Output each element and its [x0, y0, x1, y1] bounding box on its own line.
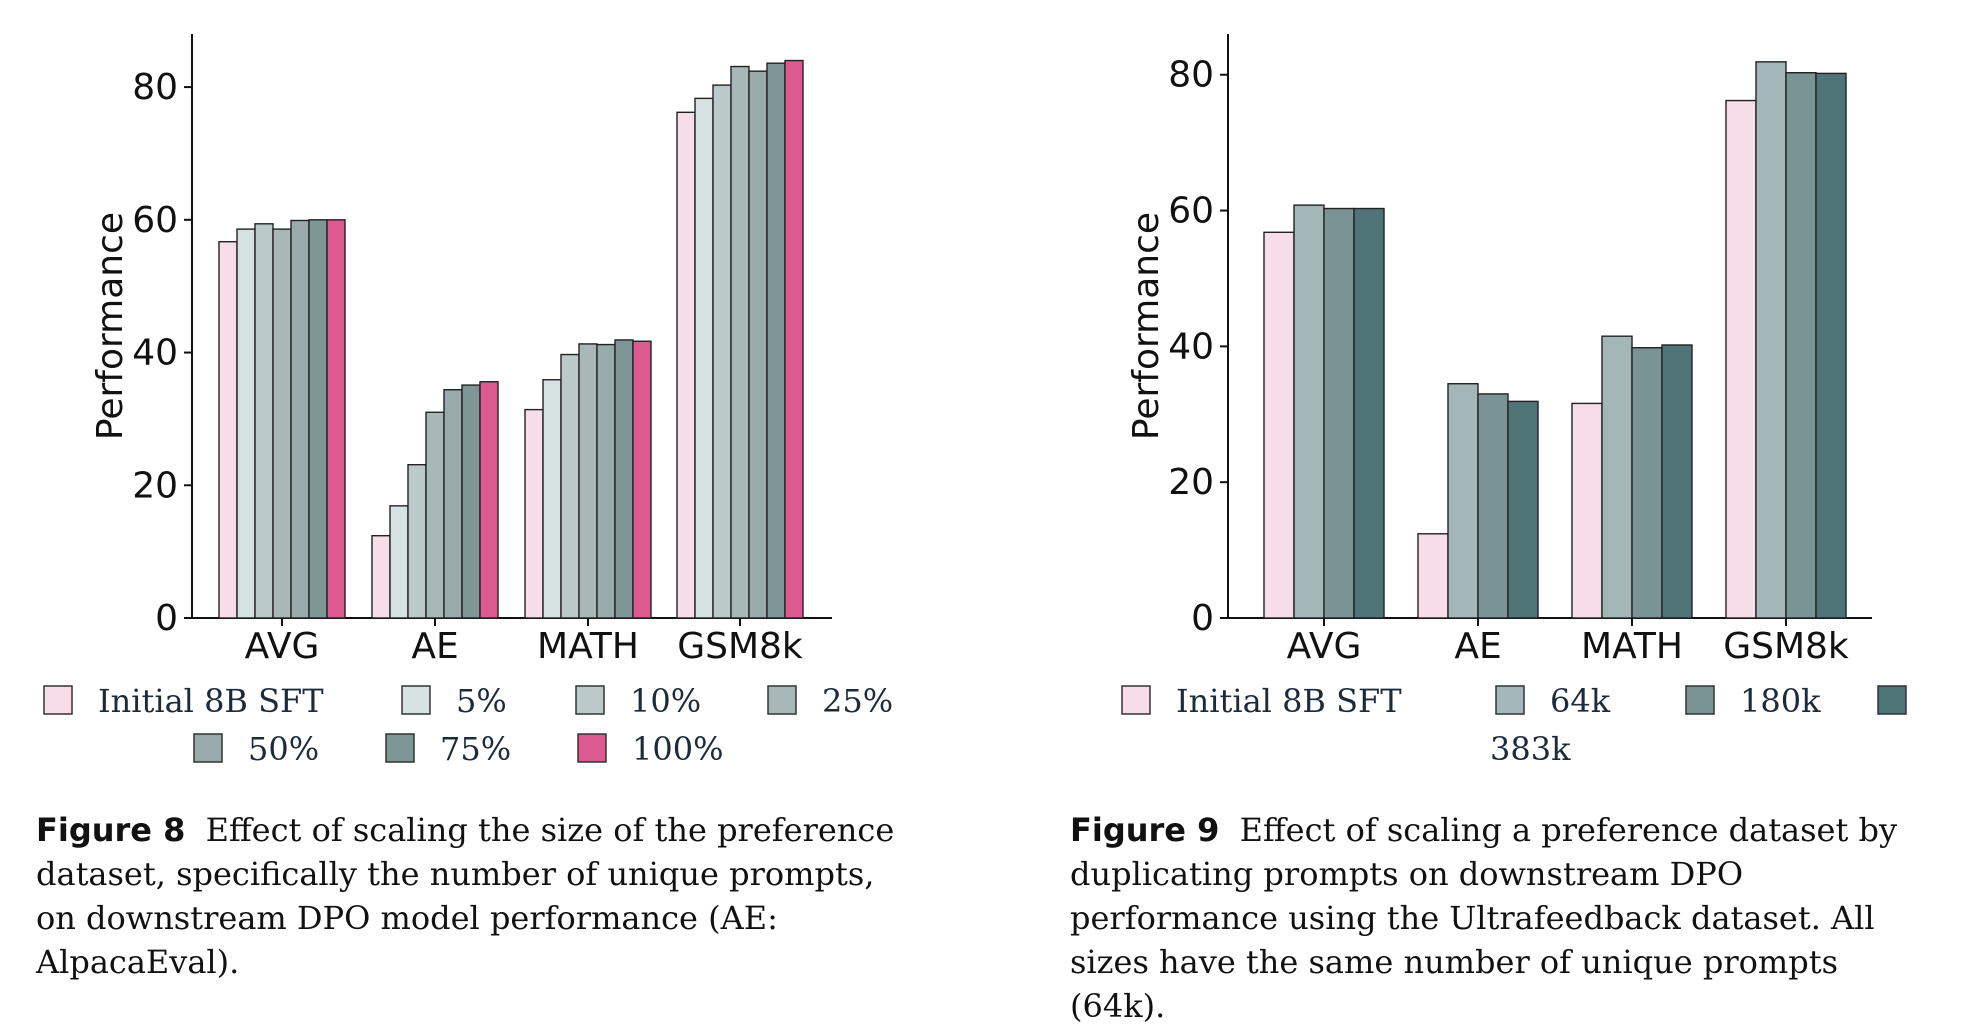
- figure-9-number: Figure 9: [1070, 811, 1220, 849]
- x-tick-label: AVG: [1287, 626, 1362, 667]
- y-tick-label: 20: [1168, 462, 1214, 503]
- bar-math-1: [542, 379, 562, 619]
- legend-label: 25%: [822, 682, 893, 720]
- bar-ae-3: [425, 411, 445, 619]
- legend-swatch: [385, 733, 415, 763]
- bar-gsm8k-0: [1725, 99, 1757, 619]
- bar-math-6: [632, 340, 652, 619]
- bar-math-3: [578, 343, 598, 619]
- bar-avg-1: [236, 228, 256, 619]
- bar-math-0: [524, 408, 544, 619]
- bar-gsm8k-6: [784, 59, 804, 619]
- bar-avg-2: [1323, 207, 1355, 619]
- x-tick-label: GSM8k: [1723, 626, 1849, 667]
- bar-avg-3: [1353, 207, 1385, 619]
- legend-label: 180k: [1740, 682, 1821, 720]
- y-tick-label: 0: [155, 598, 178, 639]
- legend-label: 64k: [1550, 682, 1611, 720]
- bar-avg-4: [290, 219, 310, 619]
- bar-gsm8k-0: [676, 111, 696, 619]
- y-axis-label: Performance: [90, 212, 131, 440]
- y-tick-label: 0: [1191, 598, 1214, 639]
- bar-math-5: [614, 339, 634, 619]
- x-tick-label: GSM8k: [677, 626, 803, 667]
- legend-swatch: [767, 685, 797, 715]
- bar-gsm8k-2: [712, 84, 732, 619]
- bar-avg-5: [308, 219, 328, 619]
- x-tick-label: AVG: [245, 626, 320, 667]
- x-tick-label: AE: [411, 626, 458, 667]
- bar-math-0: [1571, 402, 1603, 619]
- figure-8-chart: 0 20 40 60 80 Performance AVG AE MATH GSM8k Initia…: [43, 34, 893, 768]
- bar-avg-0: [1263, 231, 1295, 619]
- legend-swatch: [193, 733, 223, 763]
- bar-ae-2: [1477, 393, 1509, 619]
- bar-math-2: [1631, 347, 1663, 619]
- bar-ae-1: [389, 505, 409, 619]
- y-tick-label: 80: [1168, 55, 1214, 96]
- bar-ae-0: [1417, 533, 1449, 619]
- bar-math-4: [596, 343, 616, 619]
- figure-9-caption: Figure 9 Effect of scaling a preference …: [1070, 808, 1930, 1028]
- bar-math-3: [1661, 344, 1693, 619]
- legend-swatch: [575, 685, 605, 715]
- bar-gsm8k-1: [1755, 61, 1787, 619]
- legend-swatch: [1495, 685, 1525, 715]
- bar-gsm8k-2: [1785, 72, 1817, 619]
- bar-math-1: [1601, 335, 1633, 619]
- bar-gsm8k-3: [730, 65, 750, 619]
- legend-swatch: [1685, 685, 1715, 715]
- bar-avg-1: [1293, 204, 1325, 619]
- legend-swatch: [1121, 685, 1151, 715]
- bar-ae-0: [371, 535, 391, 619]
- legend-swatch: [401, 685, 431, 715]
- legend-label: Initial 8B SFT: [98, 682, 324, 720]
- figure-8-number: Figure 8: [36, 811, 186, 849]
- bar-gsm8k-4: [748, 70, 768, 619]
- legend-label: 75%: [440, 730, 511, 768]
- y-axis-label: Performance: [1126, 212, 1167, 440]
- legend-label: 10%: [630, 682, 701, 720]
- bar-ae-2: [407, 464, 427, 619]
- x-tick-label: MATH: [1581, 626, 1683, 667]
- bar-ae-5: [461, 384, 481, 619]
- bar-math-2: [560, 353, 580, 619]
- legend-swatch: [1877, 685, 1907, 715]
- figure-9: 0 20 40 60 80 Performance AVG AE MATH GSM8k Initia…: [982, 0, 1964, 1025]
- bar-avg-2: [254, 223, 274, 619]
- figure-8-caption: Figure 8 Effect of scaling the size of t…: [36, 808, 916, 984]
- figure-9-chart: 0 20 40 60 80 Performance AVG AE MATH GSM8k Initia…: [1121, 34, 1907, 768]
- bar-gsm8k-5: [766, 62, 786, 619]
- legend-label: 5%: [456, 682, 507, 720]
- bar-ae-1: [1447, 383, 1479, 619]
- bar-ae-6: [479, 381, 499, 619]
- y-tick-label: 40: [132, 333, 178, 374]
- legend-label: 50%: [248, 730, 319, 768]
- legend-swatch: [43, 685, 73, 715]
- bar-gsm8k-3: [1815, 72, 1847, 619]
- bar-ae-4: [443, 389, 463, 619]
- figure-8-caption-text: Effect of scaling the size of the prefer…: [36, 811, 895, 981]
- x-tick-label: AE: [1454, 626, 1501, 667]
- legend-swatch: [577, 733, 607, 763]
- y-tick-label: 60: [1168, 191, 1214, 232]
- y-tick-label: 20: [132, 465, 178, 506]
- figure-8: 0 20 40 60 80 Performance AVG AE MATH GSM8k Initia…: [0, 0, 982, 994]
- legend-label: 383k: [1490, 730, 1571, 768]
- figure-9-caption-text: Effect of scaling a preference dataset b…: [1070, 811, 1898, 1025]
- bar-gsm8k-1: [694, 97, 714, 619]
- legend-label: Initial 8B SFT: [1176, 682, 1402, 720]
- bar-ae-3: [1507, 400, 1539, 619]
- x-tick-label: MATH: [537, 626, 639, 667]
- y-tick-label: 80: [132, 67, 178, 108]
- bar-avg-0: [218, 241, 238, 619]
- y-tick-label: 40: [1168, 326, 1214, 367]
- legend-label: 100%: [632, 730, 723, 768]
- bar-avg-3: [272, 228, 292, 619]
- y-tick-label: 60: [132, 200, 178, 241]
- bar-avg-6: [326, 219, 346, 619]
